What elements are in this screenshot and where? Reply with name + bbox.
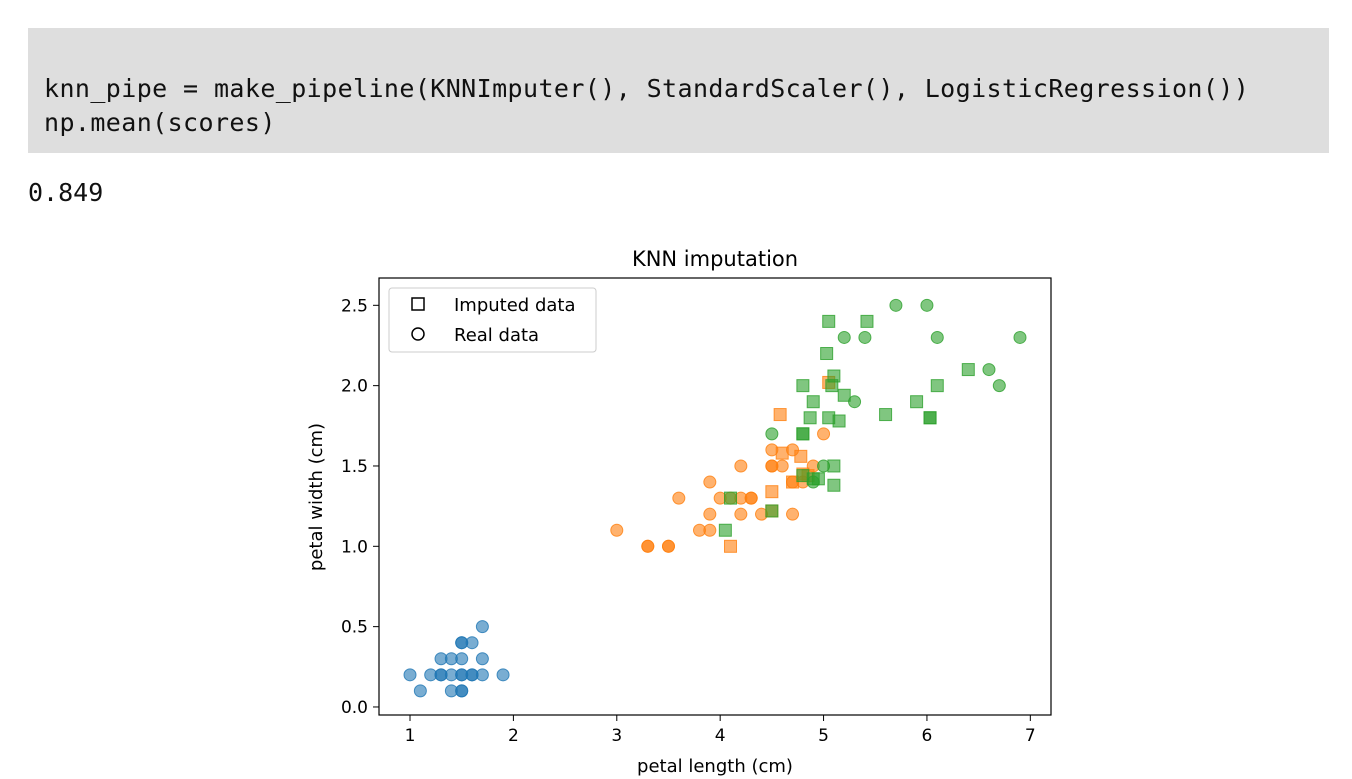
y-tick-label-1: 0.5 — [341, 618, 368, 638]
x-tick-label-2: 3 — [611, 726, 622, 746]
point-class0-circle-18 — [434, 668, 448, 682]
point-class2-square-18 — [832, 414, 846, 428]
point-class2-square-1 — [724, 491, 738, 505]
point-class1-circle-27 — [765, 459, 779, 473]
point-class2-square-22 — [910, 395, 924, 409]
x-axis-label: petal length (cm) — [637, 756, 793, 777]
y-tick-label-0: 0.0 — [341, 698, 368, 718]
point-class1-circle-0 — [610, 523, 624, 537]
point-class2-square-7 — [803, 411, 817, 425]
point-class1-circle-19 — [786, 507, 800, 521]
point-class2-square-25 — [930, 379, 944, 393]
point-class0-circle-21 — [465, 668, 479, 682]
point-class1-circle-3 — [672, 491, 686, 505]
legend-label-imputed: Imputed data — [454, 295, 576, 316]
cell-output-value: 0.849 — [28, 178, 104, 207]
point-class1-circle-24 — [641, 539, 655, 553]
point-class1-circle-12 — [734, 459, 748, 473]
point-class1-circle-23 — [817, 427, 831, 441]
point-class1-square-1 — [765, 485, 779, 499]
x-tick-label-4: 5 — [818, 726, 829, 746]
point-class2-square-8 — [806, 395, 820, 409]
point-class2-square-10 — [811, 472, 825, 486]
point-class2-square-17 — [827, 478, 841, 492]
point-class2-circle-3 — [837, 330, 851, 344]
point-class0-circle-20 — [455, 636, 469, 650]
point-class0-circle-10 — [455, 652, 469, 666]
point-class2-circle-9 — [982, 363, 996, 377]
point-class1-circle-7 — [703, 475, 717, 489]
point-class2-circle-5 — [858, 330, 872, 344]
chart-title: KNN imputation — [632, 247, 798, 271]
point-class2-square-15 — [825, 379, 839, 393]
point-class2-square-20 — [860, 314, 874, 328]
point-class2-square-21 — [879, 408, 893, 422]
legend-box — [388, 287, 597, 353]
point-class2-square-6 — [796, 379, 810, 393]
point-class2-circle-11 — [1013, 330, 1027, 344]
point-class1-square-4 — [775, 446, 789, 460]
x-tick-label-6: 7 — [1025, 726, 1036, 746]
point-class1-square-3 — [773, 408, 787, 422]
point-class1-square-0 — [724, 539, 738, 553]
x-tick-label-1: 2 — [508, 726, 519, 746]
code-line-2: np.mean(scores) — [44, 108, 276, 137]
point-class2-square-4 — [796, 427, 810, 441]
code-line-1: knn_pipe = make_pipeline(KNNImputer(), S… — [44, 74, 1250, 103]
point-class2-circle-6 — [889, 298, 903, 312]
point-class2-square-12 — [822, 314, 836, 328]
plot-frame — [378, 277, 1052, 716]
point-class2-square-11 — [820, 347, 834, 361]
point-class1-square-6 — [794, 449, 808, 463]
point-class1-circle-5 — [703, 523, 717, 537]
legend-square-marker — [411, 297, 425, 311]
point-class0-circle-15 — [475, 652, 489, 666]
legend-circle-marker — [411, 327, 425, 341]
point-class0-circle-16 — [475, 620, 489, 634]
code-cell[interactable]: knn_pipe = make_pipeline(KNNImputer(), S… — [28, 28, 1329, 153]
point-class1-circle-25 — [661, 539, 675, 553]
point-class2-square-0 — [718, 523, 732, 537]
legend-label-real: Real data — [454, 325, 539, 346]
point-class2-circle-8 — [930, 330, 944, 344]
point-class2-square-26 — [961, 363, 975, 377]
point-class0-circle-17 — [496, 668, 510, 682]
point-class2-square-16 — [827, 459, 841, 473]
y-tick-label-5: 2.5 — [341, 296, 368, 316]
point-class0-circle-1 — [413, 684, 427, 698]
point-class0-circle-0 — [403, 668, 417, 682]
legend: Imputed data Real data — [388, 287, 597, 353]
point-class2-square-19 — [837, 388, 851, 402]
point-class2-circle-0 — [765, 427, 779, 441]
point-class2-square-2 — [765, 504, 779, 518]
point-class1-circle-6 — [703, 507, 717, 521]
y-tick-label-2: 1.0 — [341, 537, 368, 557]
point-class2-square-24 — [923, 411, 937, 425]
x-tick-label-0: 1 — [405, 726, 416, 746]
point-class0-circle-22 — [455, 684, 469, 698]
y-tick-label-4: 2.0 — [341, 377, 368, 397]
y-axis-label: petal width (cm) — [306, 423, 327, 571]
point-class2-circle-7 — [920, 298, 934, 312]
point-class1-circle-26 — [744, 491, 758, 505]
point-class2-circle-10 — [992, 379, 1006, 393]
x-tick-label-3: 4 — [715, 726, 726, 746]
x-tick-label-5: 6 — [922, 726, 933, 746]
point-class1-circle-10 — [734, 507, 748, 521]
y-tick-label-3: 1.5 — [341, 457, 368, 477]
